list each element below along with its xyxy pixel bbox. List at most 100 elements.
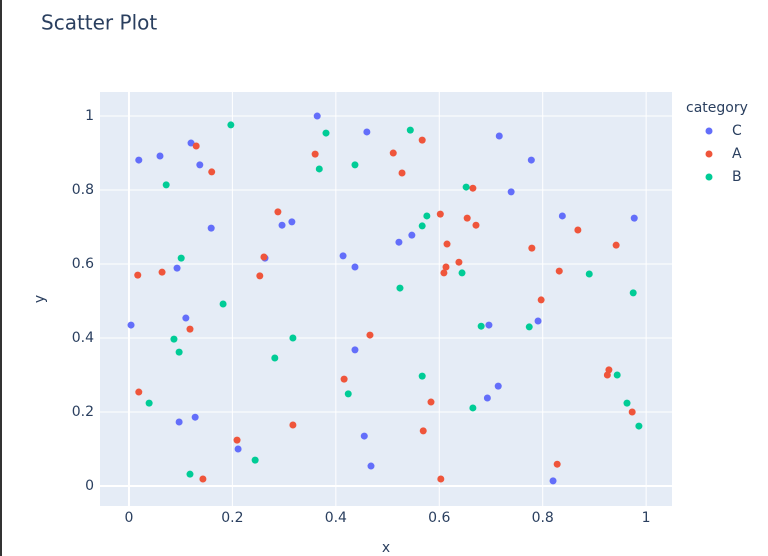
point [351, 161, 359, 169]
point [175, 348, 183, 356]
y-tick-label: 1 [85, 108, 94, 124]
point [311, 150, 319, 158]
point [472, 221, 480, 229]
point [507, 188, 515, 196]
point [585, 270, 593, 278]
point [469, 404, 477, 412]
point [483, 394, 491, 402]
point [406, 126, 414, 134]
point [443, 240, 451, 248]
y-tick-label: 0.2 [72, 404, 94, 420]
point [418, 372, 426, 380]
point [177, 254, 185, 262]
point [423, 212, 431, 220]
point [553, 460, 561, 468]
point [191, 413, 199, 421]
point [127, 321, 135, 329]
legend-label: A [732, 146, 742, 162]
point [558, 212, 566, 220]
point [549, 477, 557, 485]
point [135, 156, 143, 164]
point [427, 398, 435, 406]
point [192, 142, 200, 150]
point [289, 334, 297, 342]
y-axis-label: y [32, 295, 48, 303]
point [187, 139, 195, 147]
point [156, 152, 164, 160]
point [398, 169, 406, 177]
y-tick-label: 0 [85, 478, 94, 494]
point [419, 427, 427, 435]
point [469, 184, 477, 192]
x-tick-label: 1 [642, 510, 651, 526]
point [344, 390, 352, 398]
point [628, 408, 636, 416]
point [574, 226, 582, 234]
point [173, 264, 181, 272]
legend-label: C [732, 123, 742, 139]
legend-marker [705, 173, 713, 181]
point [437, 475, 445, 483]
point [477, 322, 485, 330]
point [389, 149, 397, 157]
point [630, 214, 638, 222]
point [162, 181, 170, 189]
point [351, 263, 359, 271]
point [612, 241, 620, 249]
x-tick-label: 0.4 [325, 510, 347, 526]
point [234, 445, 242, 453]
point [340, 375, 348, 383]
legend-label: B [732, 169, 742, 185]
point [537, 296, 545, 304]
point [186, 325, 194, 333]
legend-title: category [686, 100, 748, 116]
point [442, 263, 450, 271]
point [208, 168, 216, 176]
legend-marker [705, 150, 713, 158]
point [408, 231, 416, 239]
point [525, 323, 533, 331]
point [623, 399, 631, 407]
point [351, 346, 359, 354]
point [233, 436, 241, 444]
point [196, 161, 204, 169]
point [613, 371, 621, 379]
point [629, 289, 637, 297]
point [289, 421, 297, 429]
x-axis-label: x [382, 540, 390, 556]
point [135, 388, 143, 396]
point [175, 418, 183, 426]
y-tick-label: 0.8 [72, 182, 94, 198]
point [494, 382, 502, 390]
point [182, 314, 190, 322]
point [527, 156, 535, 164]
y-tick-label: 0.6 [72, 256, 94, 272]
x-tick-label: 0 [125, 510, 134, 526]
point [134, 271, 142, 279]
point [395, 238, 403, 246]
point [219, 300, 227, 308]
point [260, 253, 268, 261]
point [603, 371, 611, 379]
legend-marker [705, 127, 713, 135]
point [528, 244, 536, 252]
x-tick-label: 0.6 [428, 510, 450, 526]
point [322, 129, 330, 137]
point [313, 112, 321, 120]
point [396, 284, 404, 292]
point [186, 470, 194, 478]
plot-area [100, 92, 672, 506]
point [366, 331, 374, 339]
point [455, 258, 463, 266]
point [339, 252, 347, 260]
point [418, 222, 426, 230]
y-tick-label: 0.4 [72, 330, 94, 346]
point [555, 267, 563, 275]
point [440, 269, 448, 277]
point [367, 462, 375, 470]
x-tick-label: 0.2 [221, 510, 243, 526]
point [360, 432, 368, 440]
point [274, 208, 282, 216]
x-tick-label: 0.8 [532, 510, 554, 526]
